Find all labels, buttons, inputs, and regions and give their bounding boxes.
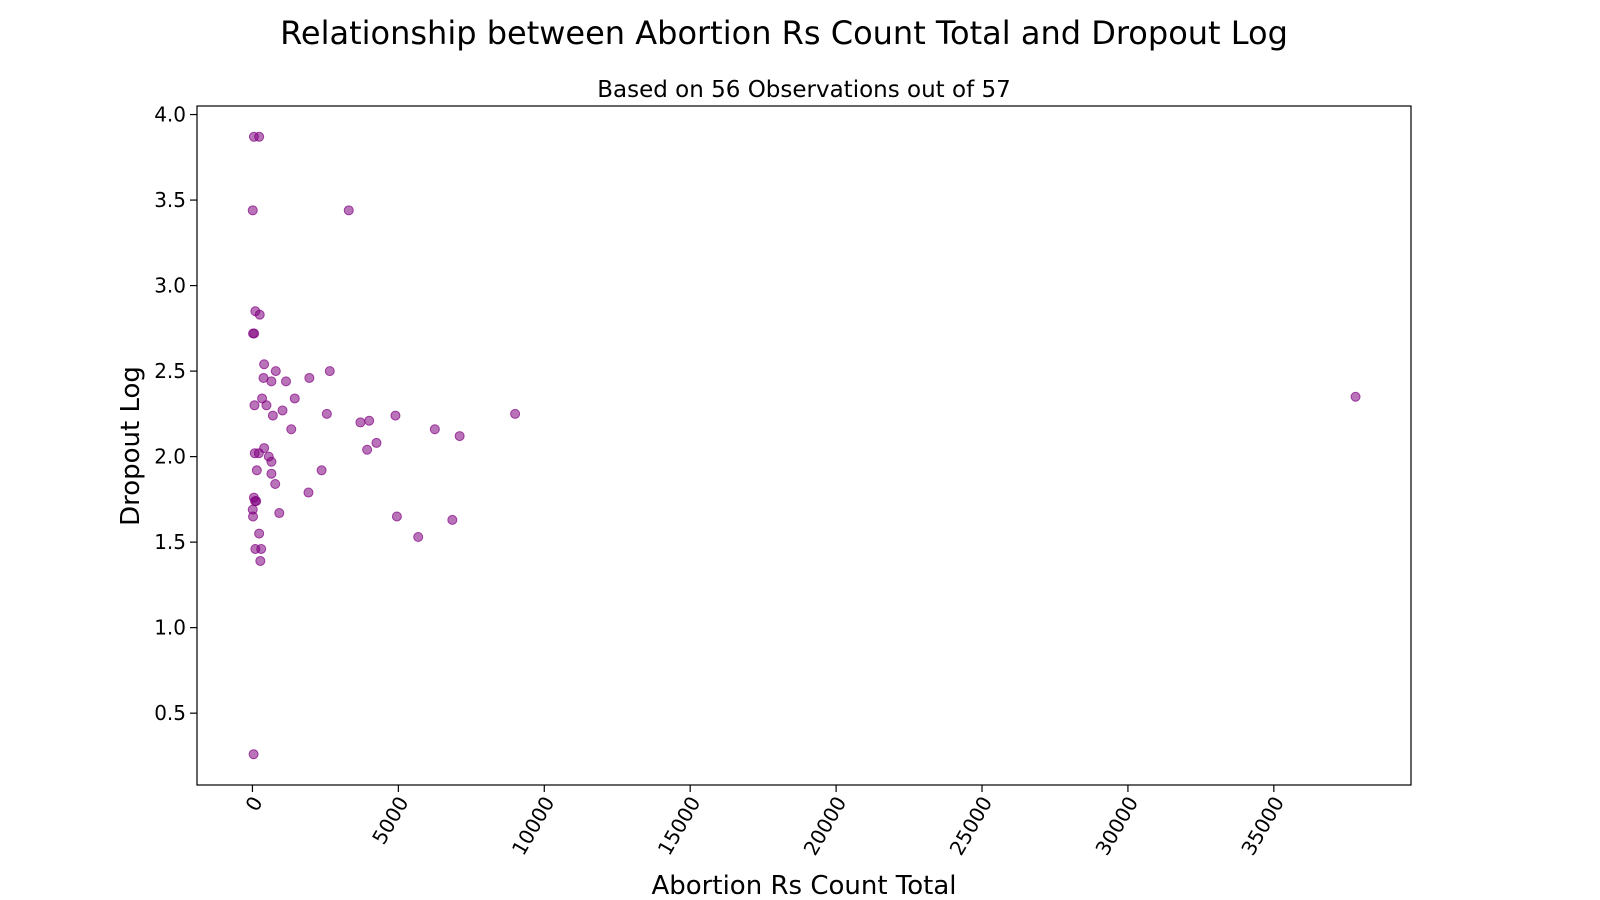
x-tick-label: 20000 — [799, 792, 852, 859]
data-points — [247, 131, 1361, 760]
y-axis: 0.5 1.0 1.5 2.0 2.5 3.0 3.5 4.0 — [154, 103, 197, 725]
data-point — [247, 205, 258, 216]
data-point — [1350, 391, 1361, 402]
data-point — [249, 400, 260, 411]
data-point — [364, 415, 375, 426]
y-tick-label: 3.0 — [154, 274, 186, 298]
x-axis: 0 5000 10000 15000 20000 25000 30000 35000 — [240, 785, 1289, 859]
x-tick-label: 30000 — [1090, 792, 1143, 859]
y-tick-label: 3.5 — [154, 188, 186, 212]
y-tick-label: 1.5 — [154, 530, 186, 554]
data-point — [303, 487, 314, 498]
y-tick-label: 0.5 — [154, 701, 186, 725]
y-tick-label: 2.0 — [154, 445, 186, 469]
data-point — [253, 448, 264, 459]
data-point — [289, 393, 300, 404]
data-point — [251, 496, 262, 507]
data-point — [447, 514, 458, 525]
plot-frame — [196, 105, 1412, 786]
data-point — [254, 131, 265, 142]
data-point — [413, 532, 424, 543]
x-tick-label: 25000 — [945, 792, 998, 859]
y-tick-label: 4.0 — [154, 103, 186, 127]
data-point — [429, 424, 440, 435]
data-point — [266, 456, 277, 467]
data-point — [259, 359, 270, 370]
data-point — [256, 543, 267, 554]
x-tick-label: 5000 — [367, 792, 413, 848]
y-tick-label: 1.0 — [154, 616, 186, 640]
data-point — [304, 372, 315, 383]
data-point — [390, 410, 401, 421]
x-tick-label: 0 — [240, 792, 267, 815]
data-point — [316, 465, 327, 476]
data-point — [286, 424, 297, 435]
data-point — [248, 511, 259, 522]
data-point — [371, 437, 382, 448]
chart-subtitle: Based on 56 Observations out of 57 — [597, 77, 1011, 103]
x-axis-label: Abortion Rs Count Total — [651, 871, 956, 900]
data-point — [251, 465, 262, 476]
x-tick-label: 15000 — [653, 792, 706, 859]
data-point — [261, 400, 272, 411]
data-point — [343, 205, 354, 216]
y-axis-label: Dropout Log — [116, 366, 146, 526]
data-point — [277, 405, 288, 416]
data-point — [391, 511, 402, 522]
data-point — [249, 328, 260, 339]
y-tick-label: 2.5 — [154, 359, 186, 383]
chart-title: Relationship between Abortion Rs Count T… — [280, 14, 1288, 52]
data-point — [362, 444, 373, 455]
data-point — [248, 749, 259, 760]
data-point — [321, 408, 332, 419]
data-point — [254, 528, 265, 539]
data-point — [454, 431, 465, 442]
data-point — [510, 408, 521, 419]
data-point — [281, 376, 292, 387]
data-point — [274, 508, 285, 519]
plot-area — [196, 105, 1412, 786]
data-point — [355, 417, 366, 428]
data-point — [270, 478, 281, 489]
data-point — [255, 555, 266, 566]
data-point — [254, 309, 265, 320]
data-point — [266, 468, 277, 479]
x-tick-label: 10000 — [507, 792, 560, 859]
data-point — [270, 366, 281, 377]
data-point — [266, 376, 277, 387]
data-point — [324, 366, 335, 377]
data-point — [267, 410, 278, 421]
x-tick-label: 35000 — [1236, 792, 1289, 859]
